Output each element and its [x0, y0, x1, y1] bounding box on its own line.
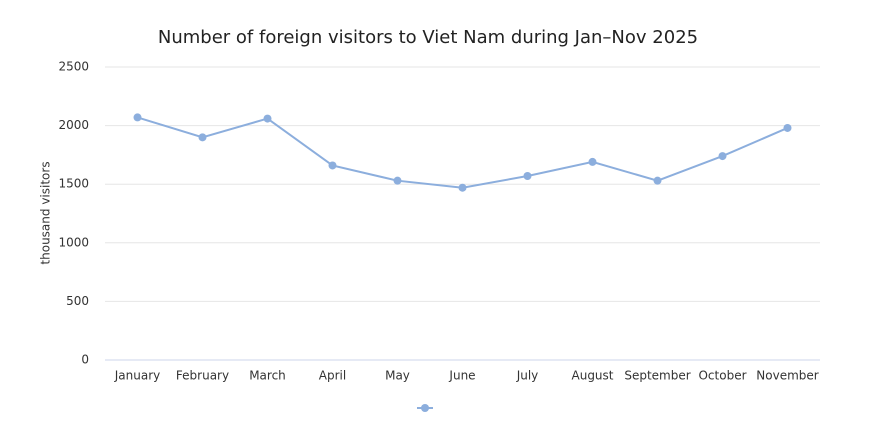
x-tick-label: July	[516, 369, 539, 383]
y-tick-label: 1500	[58, 177, 89, 191]
chart-title: Number of foreign visitors to Viet Nam d…	[158, 27, 698, 48]
data-point	[783, 123, 792, 132]
data-point	[263, 114, 272, 123]
y-tick-label: 0	[81, 353, 89, 367]
y-axis-label: thousand visitors	[39, 161, 53, 264]
x-tick-label: September	[624, 369, 690, 383]
series-line	[137, 116, 788, 189]
data-point	[653, 176, 662, 185]
data-point	[458, 183, 467, 192]
x-tick-label: November	[756, 369, 818, 383]
data-point	[718, 152, 727, 161]
data-point	[328, 161, 337, 170]
x-tick-label: January	[114, 369, 161, 383]
y-tick-label: 2000	[58, 118, 89, 132]
y-tick-label: 1000	[58, 235, 89, 249]
data-point	[588, 157, 597, 166]
x-tick-label: March	[249, 369, 286, 383]
data-point	[523, 171, 532, 180]
y-tick-label: 2500	[58, 60, 89, 74]
x-tick-label: October	[698, 369, 746, 383]
data-point	[198, 133, 207, 142]
x-tick-label: June	[448, 369, 475, 383]
x-tick-label: April	[319, 369, 346, 383]
data-point	[393, 176, 402, 185]
x-tick-label: May	[385, 369, 410, 383]
x-tick-label: August	[572, 369, 614, 383]
y-tick-label: 500	[66, 294, 89, 308]
data-point	[133, 113, 142, 122]
legend-marker	[421, 404, 429, 412]
x-tick-label: February	[176, 369, 229, 383]
